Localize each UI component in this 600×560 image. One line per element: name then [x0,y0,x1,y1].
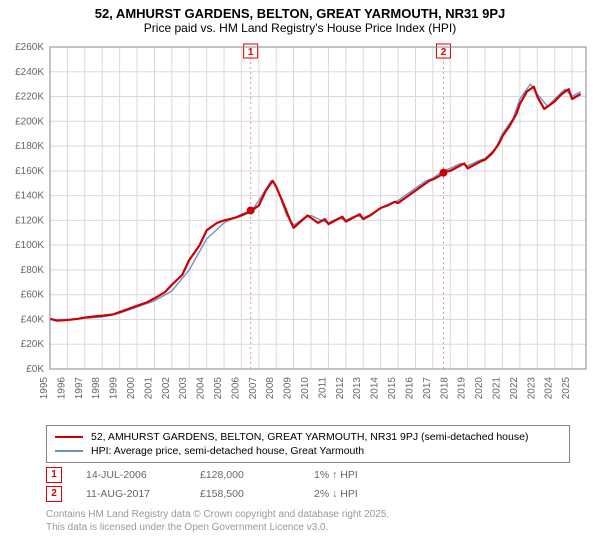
svg-text:2022: 2022 [509,377,520,400]
svg-text:1995: 1995 [39,377,50,400]
legend-label-hpi: HPI: Average price, semi-detached house,… [91,445,364,457]
svg-text:£80K: £80K [21,265,45,276]
svg-text:2021: 2021 [491,377,502,400]
legend: 52, AMHURST GARDENS, BELTON, GREAT YARMO… [46,425,570,463]
sale-row-1: 1 14-JUL-2006 £128,000 1% ↑ HPI [46,467,570,483]
svg-text:£140K: £140K [15,191,44,202]
svg-text:2006: 2006 [230,377,241,400]
sale-delta-2: 2% ↓ HPI [314,488,404,500]
svg-text:2011: 2011 [317,377,328,399]
svg-text:1997: 1997 [74,377,85,400]
chart-container: 52, AMHURST GARDENS, BELTON, GREAT YARMO… [0,0,600,534]
svg-text:2023: 2023 [526,377,537,400]
svg-text:£40K: £40K [21,314,45,325]
svg-text:1999: 1999 [109,377,120,400]
svg-text:£160K: £160K [15,166,44,177]
svg-text:£180K: £180K [15,141,44,152]
svg-text:2001: 2001 [143,377,154,400]
sale-badge-2: 2 [46,486,62,502]
svg-text:2014: 2014 [370,377,381,400]
legend-swatch-hpi [55,450,83,452]
svg-text:2003: 2003 [178,377,189,400]
sale-badge-1: 1 [46,467,62,483]
chart-title: 52, AMHURST GARDENS, BELTON, GREAT YARMO… [0,0,600,21]
svg-text:2019: 2019 [457,377,468,400]
svg-text:2018: 2018 [439,377,450,400]
svg-text:£20K: £20K [21,339,45,350]
svg-text:£200K: £200K [15,116,44,127]
svg-text:2013: 2013 [352,377,363,400]
sale-date-1: 14-JUL-2006 [86,469,176,481]
legend-item-property: 52, AMHURST GARDENS, BELTON, GREAT YARMO… [55,430,561,444]
svg-text:2017: 2017 [422,377,433,400]
svg-text:2: 2 [441,47,447,58]
svg-text:2025: 2025 [561,377,572,400]
svg-text:2010: 2010 [300,377,311,400]
svg-text:2008: 2008 [265,377,276,400]
sale-price-1: £128,000 [200,469,290,481]
legend-swatch-property [55,436,83,439]
footer-line-1: Contains HM Land Registry data © Crown c… [46,508,570,521]
sale-price-2: £158,500 [200,488,290,500]
chart-subtitle: Price paid vs. HM Land Registry's House … [0,21,600,39]
sale-date-2: 11-AUG-2017 [86,488,176,500]
svg-text:£100K: £100K [15,240,44,251]
line-chart: £0K £20K £40K £60K £80K £100K £120K £140K £160K £… [0,39,600,419]
svg-text:2004: 2004 [196,377,207,400]
svg-text:£120K: £120K [15,215,44,226]
svg-text:£240K: £240K [15,67,44,78]
svg-text:2002: 2002 [161,377,172,400]
svg-text:2015: 2015 [387,377,398,400]
sale-delta-1: 1% ↑ HPI [314,469,404,481]
svg-text:1: 1 [248,47,254,58]
svg-text:2020: 2020 [474,377,485,400]
svg-text:1996: 1996 [56,377,67,400]
svg-text:2009: 2009 [283,377,294,400]
svg-text:£260K: £260K [15,42,44,53]
svg-text:£0K: £0K [26,364,44,375]
svg-text:2012: 2012 [335,377,346,400]
svg-text:2007: 2007 [248,377,259,400]
svg-text:£220K: £220K [15,92,44,103]
sale-row-2: 2 11-AUG-2017 £158,500 2% ↓ HPI [46,486,570,502]
svg-text:2024: 2024 [544,377,555,400]
svg-text:1998: 1998 [91,377,102,400]
svg-text:2016: 2016 [404,377,415,400]
svg-text:£60K: £60K [21,290,45,301]
svg-text:2005: 2005 [213,377,224,400]
svg-text:2000: 2000 [126,377,137,400]
legend-label-property: 52, AMHURST GARDENS, BELTON, GREAT YARMO… [91,431,528,443]
legend-item-hpi: HPI: Average price, semi-detached house,… [55,444,561,458]
footer-line-2: This data is licensed under the Open Gov… [46,521,570,534]
footer: Contains HM Land Registry data © Crown c… [46,508,570,534]
